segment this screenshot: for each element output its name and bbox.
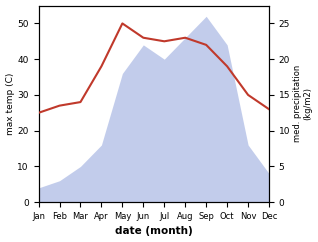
Y-axis label: max temp (C): max temp (C) — [5, 73, 15, 135]
Y-axis label: med. precipitation
(kg/m2): med. precipitation (kg/m2) — [293, 65, 313, 143]
X-axis label: date (month): date (month) — [115, 227, 193, 236]
